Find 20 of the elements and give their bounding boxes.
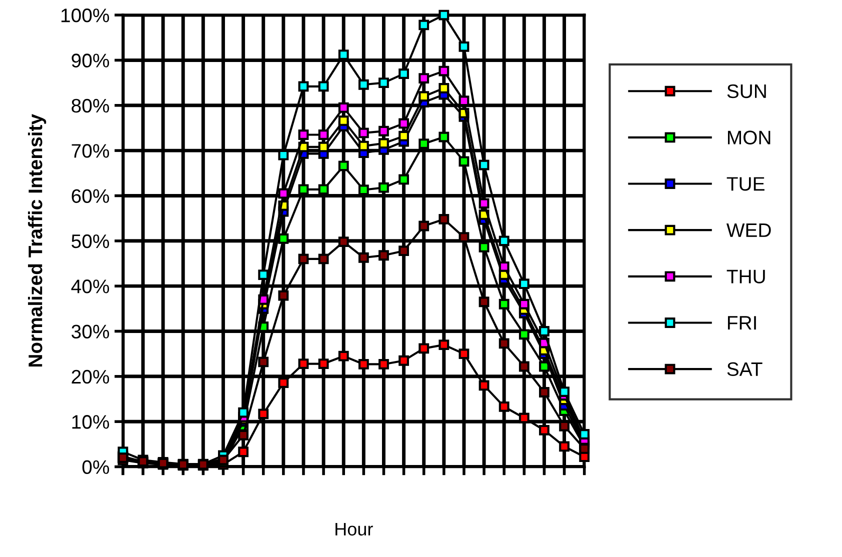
legend-label: WED xyxy=(726,224,771,237)
y-tick-label: 20% xyxy=(72,370,110,384)
y-tick-label: 40% xyxy=(71,280,110,294)
y-axis-title: Normalized Traffic Intensity xyxy=(28,114,46,367)
legend-label: SAT xyxy=(727,362,762,376)
y-tick-label: 30% xyxy=(72,324,110,338)
legend-label: MON xyxy=(728,130,770,144)
y-tick-label: 70% xyxy=(72,144,110,158)
y-tick-label: 10% xyxy=(72,415,110,429)
y-tick-label: 80% xyxy=(72,98,110,113)
y-tick-label: 60% xyxy=(72,189,110,203)
x-axis-title: Hour xyxy=(336,522,373,536)
legend-label: TUE xyxy=(726,177,764,191)
y-tick-label: 100% xyxy=(61,8,110,22)
legend-label: FRI xyxy=(728,316,756,330)
y-tick-label: 0% xyxy=(82,460,110,474)
legend-label: SUN xyxy=(727,84,766,98)
legend-label: THU xyxy=(726,270,765,284)
y-tick-label: 90% xyxy=(72,54,110,68)
y-tick-label: 50% xyxy=(72,234,110,248)
